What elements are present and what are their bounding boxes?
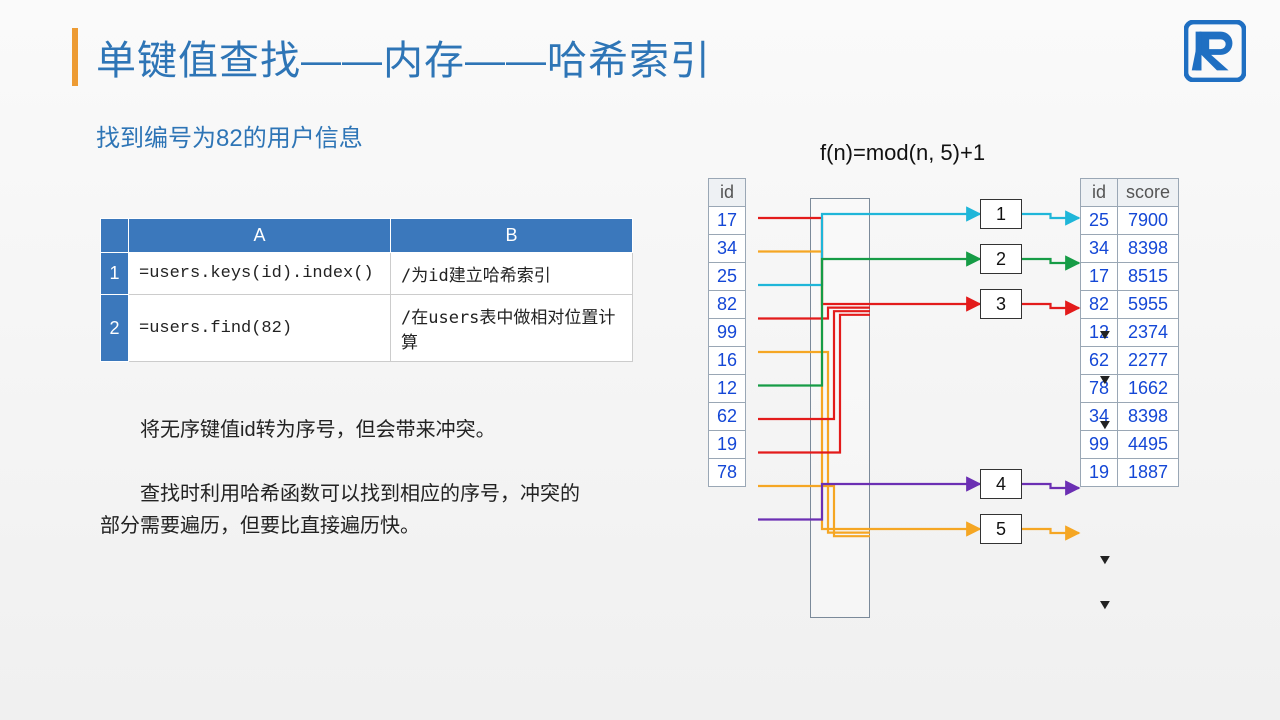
chain-arrow-icon: ▼ (1097, 596, 1114, 612)
bucket-index-box: 1 (980, 199, 1022, 229)
right-id-cell: 99 (1081, 431, 1118, 459)
left-id-cell: 25 (709, 263, 746, 291)
hash-diagram: f(n)=mod(n, 5)+1 id 17342582991612621978… (680, 140, 1240, 670)
right-score-cell: 1662 (1118, 375, 1179, 403)
title-bar: 单键值查找——内存——哈希索引 (72, 28, 711, 86)
right-th-score: score (1118, 179, 1179, 207)
logo-icon (1184, 20, 1246, 82)
code-rownum: 1 (101, 253, 129, 295)
right-th-id: id (1081, 179, 1118, 207)
right-score-cell: 7900 (1118, 207, 1179, 235)
right-id-cell: 82 (1081, 291, 1118, 319)
left-id-cell: 16 (709, 347, 746, 375)
code-cell-a2: =users.find(82) (129, 295, 391, 362)
right-score-cell: 5955 (1118, 291, 1179, 319)
bucket-index-box: 3 (980, 289, 1022, 319)
left-id-cell: 17 (709, 207, 746, 235)
bucket-index-box: 2 (980, 244, 1022, 274)
chain-arrow-icon: ▼ (1097, 416, 1114, 432)
right-score-cell: 8398 (1118, 403, 1179, 431)
left-id-cell: 12 (709, 375, 746, 403)
subtitle: 找到编号为82的用户信息 (96, 118, 363, 153)
code-th-corner (101, 219, 129, 253)
formula-label: f(n)=mod(n, 5)+1 (820, 140, 985, 166)
chain-arrow-icon: ▼ (1097, 551, 1114, 567)
right-id-cell: 19 (1081, 459, 1118, 487)
code-cell-b1: /为id建立哈希索引 (391, 253, 633, 295)
right-score-cell: 8398 (1118, 235, 1179, 263)
paragraph-2: 查找时利用哈希函数可以找到相应的序号，冲突的 部分需要遍历，但要比直接遍历快。 (100, 478, 660, 542)
right-score-cell: 1887 (1118, 459, 1179, 487)
right-score-cell: 8515 (1118, 263, 1179, 291)
code-table: A B 1 =users.keys(id).index() /为id建立哈希索引… (100, 218, 633, 362)
chain-arrow-icon: ▼ (1097, 371, 1114, 387)
right-score-cell: 2374 (1118, 319, 1179, 347)
left-id-cell: 78 (709, 459, 746, 487)
left-id-cell: 82 (709, 291, 746, 319)
left-id-table: id 17342582991612621978 (708, 178, 746, 487)
bucket-index-box: 4 (980, 469, 1022, 499)
bucket-frame (810, 198, 870, 618)
code-cell-a1: =users.keys(id).index() (129, 253, 391, 295)
right-id-cell: 17 (1081, 263, 1118, 291)
right-id-cell: 34 (1081, 235, 1118, 263)
right-result-table: id score 2579003483981785158259551223746… (1080, 178, 1179, 487)
left-id-cell: 99 (709, 319, 746, 347)
left-id-cell: 62 (709, 403, 746, 431)
right-score-cell: 4495 (1118, 431, 1179, 459)
page-title: 单键值查找——内存——哈希索引 (96, 28, 711, 86)
right-id-cell: 25 (1081, 207, 1118, 235)
code-rownum: 2 (101, 295, 129, 362)
bucket-index-box: 5 (980, 514, 1022, 544)
chain-arrow-icon: ▼ (1097, 326, 1114, 342)
code-th-a: A (129, 219, 391, 253)
left-id-cell: 19 (709, 431, 746, 459)
code-cell-b2: /在users表中做相对位置计算 (391, 295, 633, 362)
right-score-cell: 2277 (1118, 347, 1179, 375)
left-id-header: id (709, 179, 746, 207)
left-id-cell: 34 (709, 235, 746, 263)
code-th-b: B (391, 219, 633, 253)
paragraph-1: 将无序键值id转为序号，但会带来冲突。 (100, 414, 660, 446)
